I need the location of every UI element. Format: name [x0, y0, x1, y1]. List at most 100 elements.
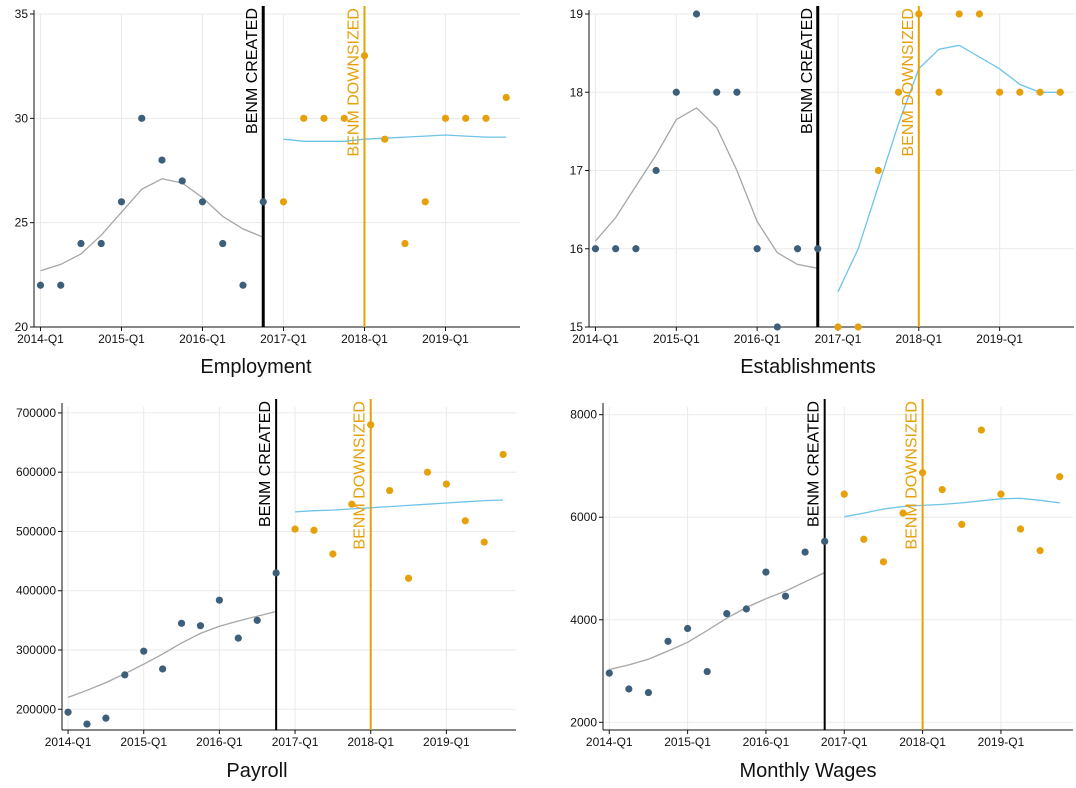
post-data-point [421, 198, 429, 206]
post-data-point [894, 88, 903, 96]
pre-data-point [801, 548, 809, 556]
y-tick-label: 19 [570, 7, 584, 21]
benm-downsized-label: BENM DOWNSIZED [345, 8, 362, 156]
pre-data-point [57, 281, 65, 289]
post-data-point [1036, 546, 1044, 555]
post-data-point [1016, 88, 1024, 96]
pre-data-point [138, 114, 146, 122]
post-data-point [1056, 88, 1064, 96]
post-data-point [348, 500, 356, 508]
y-tick-label: 35 [15, 7, 29, 21]
pre-data-point [159, 665, 167, 673]
x-tick-label: 2018-Q1 [341, 332, 388, 346]
x-tick-label: 2017-Q1 [272, 735, 319, 749]
pre-data-point [259, 198, 267, 206]
post-data-point [329, 550, 337, 558]
x-tick-label: 2015-Q1 [653, 332, 700, 346]
x-tick-label: 2016-Q1 [743, 735, 790, 749]
pre-fit-line [609, 572, 825, 671]
pre-data-point [742, 605, 750, 613]
pre-fit-line [67, 610, 277, 699]
x-tick-label: 2015-Q1 [664, 735, 711, 749]
post-data-point [423, 468, 432, 476]
pre-data-point [733, 88, 741, 96]
post-data-point [386, 486, 394, 495]
post-data-point [320, 114, 328, 122]
x-tick-label: 2019-Q1 [976, 332, 1023, 346]
y-tick-label: 8000 [570, 408, 597, 422]
post-data-point [919, 469, 927, 477]
pre-data-point [703, 667, 711, 676]
post-data-point [442, 480, 450, 488]
post-data-point [996, 88, 1004, 96]
post-data-point [997, 490, 1005, 498]
post-data-point [441, 114, 450, 122]
post-data-point [300, 114, 308, 122]
pre-data-point [632, 245, 640, 253]
post-data-point [291, 525, 299, 533]
post-data-point [935, 88, 943, 96]
benm-downsized-label: BENM DOWNSIZED [352, 401, 369, 549]
x-tick-label: 2017-Q1 [815, 332, 862, 346]
y-tick-label: 15 [570, 320, 584, 334]
post-data-point [482, 114, 490, 122]
x-tick-label: 2018-Q1 [347, 735, 394, 749]
x-tick-label: 2014-Q1 [586, 735, 633, 749]
pre-data-point [773, 323, 781, 331]
pre-data-point [253, 616, 261, 624]
y-tick-label: 30 [15, 111, 29, 125]
pre-data-point [196, 622, 205, 630]
y-tick-label: 500000 [16, 524, 56, 538]
pre-data-point [97, 239, 105, 248]
pre-data-point [140, 647, 148, 655]
post-data-point [340, 114, 348, 122]
pre-fit-line [40, 178, 264, 272]
pre-data-point [672, 88, 680, 96]
post-data-point [401, 239, 409, 248]
x-tick-label: 2017-Q1 [260, 332, 307, 346]
benm-created-label: BENM CREATED [257, 401, 274, 527]
x-tick-label: 2019-Q1 [978, 735, 1025, 749]
pre-data-point [781, 592, 790, 600]
y-tick-label: 200000 [16, 702, 56, 716]
y-tick-label: 6000 [570, 510, 597, 524]
pre-data-point [215, 596, 223, 604]
pre-data-point [177, 619, 186, 627]
benm-downsized-label: BENM DOWNSIZED [900, 8, 917, 156]
benm-created-label: BENM CREATED [244, 8, 261, 134]
benm-created-label: BENM CREATED [806, 401, 823, 527]
chart-panel-payroll: 200000 300000 400000 500000 600000 700000 2014… [16, 399, 516, 782]
post-data-point [404, 574, 413, 582]
post-data-point [502, 93, 510, 102]
x-tick-label: 2018-Q1 [899, 735, 946, 749]
pre-data-point [793, 245, 802, 253]
y-tick-label: 300000 [16, 643, 56, 657]
post-data-point [310, 526, 318, 534]
y-tick-label: 4000 [570, 613, 597, 627]
x-tick-label: 2014-Q1 [45, 735, 92, 749]
pre-data-point [234, 634, 242, 642]
y-tick-label: 700000 [16, 406, 56, 420]
pre-data-point [664, 637, 672, 645]
post-data-point [1056, 473, 1064, 481]
pre-data-point [723, 610, 731, 618]
post-fit-line [844, 497, 1060, 518]
pre-data-point [762, 568, 770, 576]
pre-data-point [219, 239, 227, 248]
pre-data-point [178, 177, 186, 185]
post-data-point [874, 166, 882, 175]
post-data-point [854, 323, 862, 331]
post-data-point [480, 538, 488, 546]
pre-data-point [644, 688, 653, 697]
benm-created-label: BENM CREATED [799, 8, 816, 134]
pre-data-point [692, 10, 701, 18]
pre-data-point [713, 88, 721, 96]
chart-panel-employment: 20 25 30 35 2014-Q1 2015-Q1 2016-Q1 2017-Q1 2018… [15, 6, 520, 378]
pre-data-point [272, 569, 280, 577]
chart-title: Employment [200, 356, 312, 378]
x-tick-label: 2017-Q1 [821, 735, 868, 749]
post-data-point [834, 323, 842, 331]
pre-data-point [652, 166, 660, 175]
post-fit-line [837, 44, 1061, 293]
